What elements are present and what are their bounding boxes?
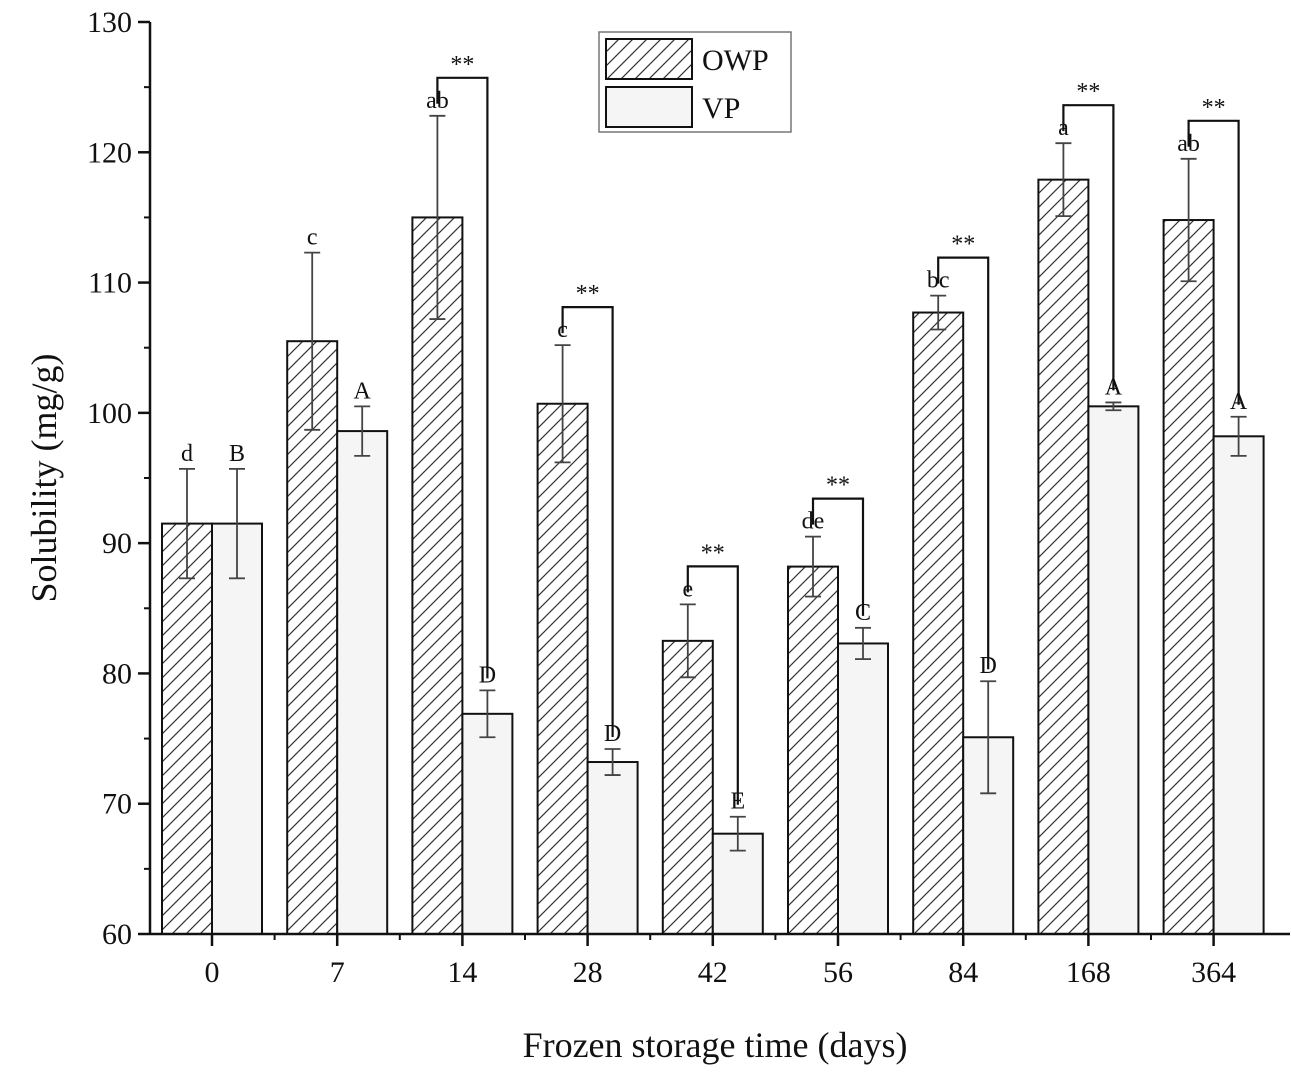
y-tick-label: 70 xyxy=(102,788,132,821)
letter-label: B xyxy=(229,441,245,467)
legend-swatch-vp xyxy=(605,86,693,128)
y-axis-title: Solubility (mg/g) xyxy=(24,353,64,602)
bar-vp xyxy=(211,522,263,935)
x-axis-ticks: 0 7 14 28 42 56 84 168 364 xyxy=(205,934,1236,989)
x-tick-label: 364 xyxy=(1191,956,1236,989)
significance-bracket xyxy=(561,306,614,737)
significance-bracket xyxy=(1062,104,1115,391)
legend-label-owp: OWP xyxy=(702,44,769,77)
y-tick-label: 80 xyxy=(102,657,132,690)
bar-vp xyxy=(837,642,889,935)
y-tick-label: 100 xyxy=(87,397,132,430)
bar-vp xyxy=(461,712,514,935)
bar-vp xyxy=(1087,405,1140,936)
significance-bracket xyxy=(1187,119,1240,405)
legend: OWP VP xyxy=(598,31,792,133)
bar-owp xyxy=(1037,178,1090,936)
bar-owp xyxy=(912,311,965,935)
x-axis-title: Frozen storage time (days) xyxy=(523,1025,908,1065)
y-tick-label: 90 xyxy=(102,527,132,560)
bar-owp xyxy=(411,216,464,935)
significance-marker: ** xyxy=(951,232,975,258)
x-tick-label: 0 xyxy=(205,956,220,989)
y-tick-label: 110 xyxy=(88,267,132,300)
bar-owp xyxy=(1162,219,1215,935)
significance-marker: ** xyxy=(701,540,725,566)
significance-bracket xyxy=(937,256,990,670)
x-tick-label: 42 xyxy=(698,956,728,989)
bar-owp xyxy=(661,639,714,935)
bar-vp xyxy=(586,761,639,935)
significance-marker: ** xyxy=(1076,79,1100,105)
significance-marker: ** xyxy=(826,473,850,499)
x-tick-label: 7 xyxy=(330,956,345,989)
x-tick-label: 14 xyxy=(447,956,477,989)
significance-marker: ** xyxy=(1202,95,1226,121)
legend-label-vp: VP xyxy=(702,92,740,125)
significance-bracket xyxy=(436,76,489,679)
y-tick-label: 130 xyxy=(87,6,132,39)
bar-vp xyxy=(1212,435,1265,935)
y-tick-label: 60 xyxy=(102,918,132,951)
letter-label: c xyxy=(307,225,318,251)
x-tick-label: 168 xyxy=(1066,956,1111,989)
x-tick-label: 84 xyxy=(948,956,978,989)
bar-vp xyxy=(336,430,389,935)
legend-swatch-owp xyxy=(605,38,693,80)
y-axis-ticks: 60 70 80 90 100 110 120 130 xyxy=(87,6,150,951)
y-tick-label: 120 xyxy=(87,136,132,169)
bar-owp xyxy=(161,522,213,935)
letter-label: A xyxy=(354,378,372,404)
letter-label: d xyxy=(181,441,193,467)
significance-marker: ** xyxy=(450,52,474,78)
bar-owp xyxy=(536,402,589,936)
significance-bracket xyxy=(811,497,865,616)
significance-bracket xyxy=(686,565,739,805)
bar-owp xyxy=(787,565,839,935)
x-tick-label: 56 xyxy=(823,956,853,989)
significance-marker: ** xyxy=(576,281,600,307)
x-tick-label: 28 xyxy=(573,956,603,989)
